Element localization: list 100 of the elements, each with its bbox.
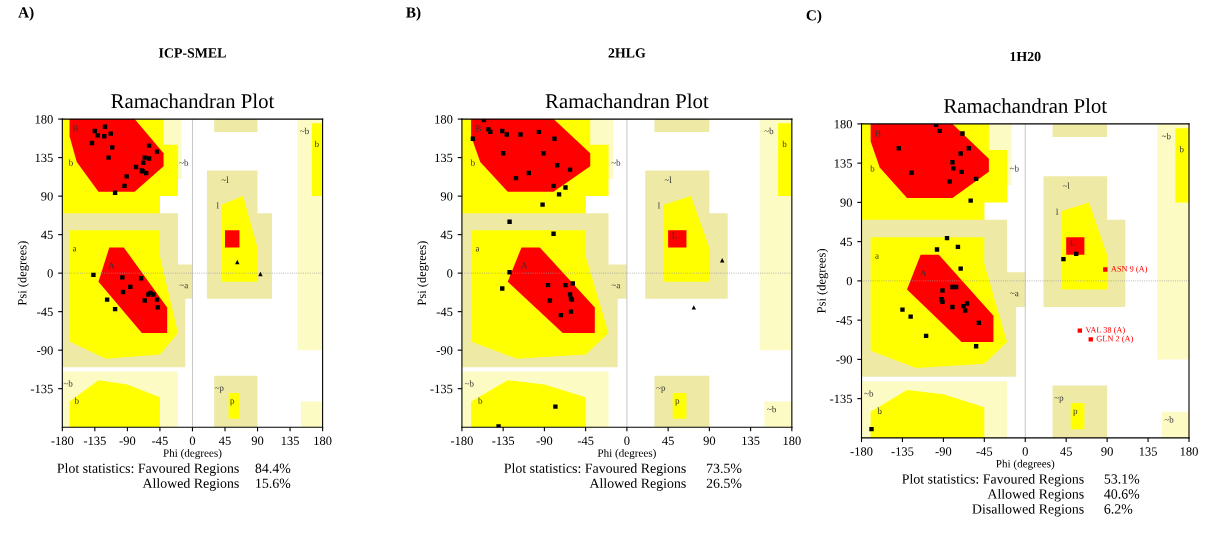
text: Plot statistics: Favoured Regions	[504, 463, 686, 476]
y-tick-label: -135	[430, 384, 453, 394]
x-tick-label: -90	[935, 447, 952, 456]
annotation: b	[870, 165, 875, 172]
annotation: ~p	[1054, 396, 1064, 403]
x-axis-title: Phi (degrees)	[597, 448, 656, 460]
annotation: ~b	[611, 159, 621, 166]
y-tick-label: 90	[440, 192, 453, 201]
chart-subtitle: 2HLG	[608, 48, 646, 58]
y-tick-label: 0	[846, 276, 853, 286]
x-tick-label: 45	[1060, 447, 1072, 456]
annotation: ~b	[63, 380, 73, 387]
annotation: ~b	[179, 159, 189, 166]
y-tick-label: 90	[41, 192, 53, 201]
text: 40.6%	[1104, 489, 1140, 499]
annotation: b	[314, 140, 319, 148]
y-axis-title: Psi (degrees)	[417, 241, 429, 306]
annotation: b	[74, 397, 79, 404]
annotation: B	[875, 130, 881, 137]
text: Allowed Regions	[142, 478, 239, 491]
annotation: ~b	[1161, 132, 1171, 140]
annotation: ~a	[1010, 291, 1019, 297]
x-tick-label: -135	[891, 447, 914, 456]
x-tick-label: 45	[218, 436, 231, 446]
annotation: l	[216, 202, 219, 209]
annotation: a	[72, 247, 77, 252]
annotation: A	[108, 262, 115, 269]
annotation: ~b	[464, 380, 474, 387]
y-tick-label: -90	[436, 346, 453, 355]
x-tick-label: -135	[492, 436, 515, 446]
y-tick-label: -45	[37, 307, 53, 317]
x-tick-label: 45	[662, 436, 674, 446]
y-tick-label: 90	[840, 198, 853, 207]
annotation: l	[1056, 208, 1059, 216]
x-tick-label: 90	[703, 436, 716, 446]
text: 53.1%	[1104, 474, 1140, 484]
x-tick-label: -90	[536, 436, 553, 446]
y-tick-label: 45	[440, 230, 453, 240]
annotation: a	[475, 247, 480, 252]
annotation: b	[1179, 145, 1184, 153]
text: Allowed Regions	[589, 478, 686, 491]
annotation: L	[1070, 239, 1075, 246]
y-tick-label: 135	[834, 159, 852, 168]
text: 6.2%	[1104, 504, 1133, 514]
y-tick-label: 180	[834, 119, 853, 129]
y-tick-label: 180	[35, 115, 53, 124]
x-tick-label: 0	[624, 436, 630, 446]
x-tick-label: -135	[83, 436, 106, 446]
x-axis-title: Phi (degrees)	[163, 448, 222, 460]
chart-subtitle: 1H20	[1010, 51, 1041, 62]
annotation: ~b	[764, 127, 774, 135]
annotation: ~l	[664, 176, 672, 183]
chart-title: Ramachandran Plot	[943, 98, 1107, 113]
annotation: ASN 9 (A)	[1110, 265, 1148, 274]
annotation: ~l	[1062, 182, 1070, 189]
annotation: ~b	[1009, 165, 1019, 172]
annotation: a	[875, 254, 879, 259]
x-tick-label: 135	[1139, 447, 1157, 456]
annotation: L	[672, 232, 677, 239]
y-axis-title: Psi (degrees)	[17, 241, 29, 306]
annotation: ~l	[221, 176, 229, 183]
annotation: ~b	[300, 127, 309, 135]
text: 26.5%	[706, 478, 742, 489]
text: Disallowed Regions	[972, 503, 1084, 517]
y-tick-label: -90	[37, 346, 53, 355]
annotation: ~b	[864, 390, 874, 397]
x-tick-label: 0	[1022, 447, 1028, 456]
text: 84.4%	[255, 463, 291, 474]
text: 73.5%	[706, 463, 742, 474]
x-tick-label: -180	[450, 436, 473, 446]
annotation: l	[657, 202, 661, 209]
x-tick-label: 90	[1101, 447, 1113, 456]
x-tick-label: -45	[152, 436, 168, 446]
x-tick-label: 135	[742, 436, 760, 446]
x-tick-label: -90	[119, 436, 136, 446]
x-axis-title: Phi (degrees)	[996, 459, 1055, 470]
text: B)	[406, 6, 421, 21]
annotation: ~p	[214, 386, 224, 393]
chart-subtitle: ICP-SMEL	[158, 48, 226, 58]
annotation: ~a	[179, 283, 189, 289]
annotation: b	[477, 397, 483, 404]
y-tick-label: -135	[30, 384, 53, 394]
x-tick-label: 180	[783, 436, 801, 446]
annotation: VAL 38 (A)	[1085, 326, 1125, 335]
y-tick-label: -45	[436, 307, 453, 317]
y-tick-label: 180	[435, 115, 453, 124]
y-tick-label: -45	[836, 316, 852, 325]
annotation: ~a	[611, 283, 621, 289]
annotation: B	[72, 125, 78, 132]
annotation: b	[877, 407, 882, 414]
x-tick-label: -180	[51, 436, 74, 446]
x-tick-label: 180	[1180, 447, 1198, 456]
annotation: p	[230, 399, 235, 406]
y-axis-title: Psi (degrees)	[816, 248, 829, 313]
y-tick-label: 45	[41, 230, 53, 240]
y-tick-label: 135	[35, 153, 53, 163]
chart-title: Ramachandran Plot	[111, 93, 275, 109]
annotation: GLN 2 (A)	[1096, 335, 1133, 344]
text: 15.6%	[256, 478, 291, 489]
annotation: ~p	[656, 386, 666, 393]
